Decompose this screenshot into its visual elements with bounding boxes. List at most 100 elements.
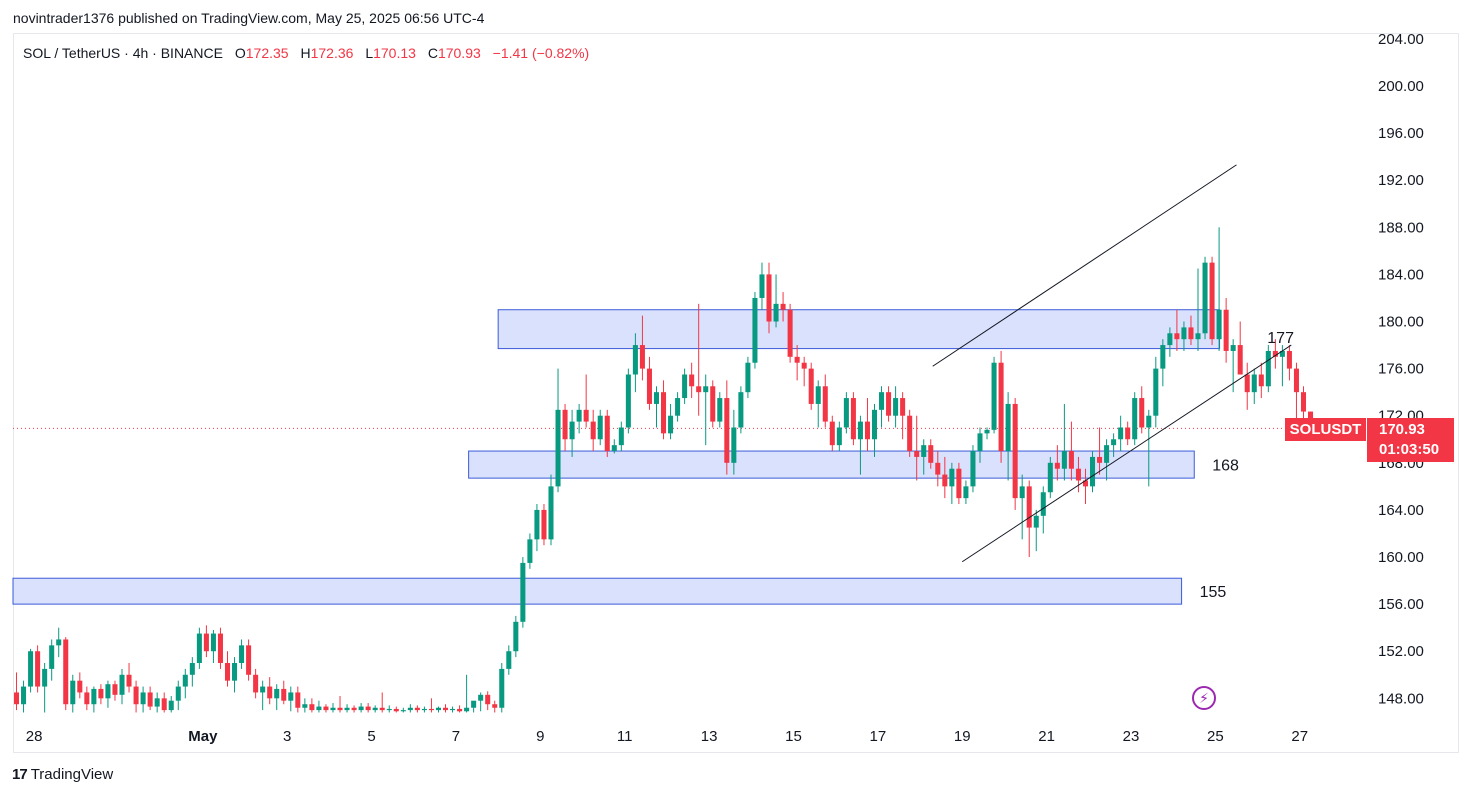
candle[interactable]	[147, 686, 153, 711]
candle[interactable]	[442, 704, 449, 713]
lightning-bolt-icon[interactable]: ⚡	[1192, 686, 1216, 710]
candle[interactable]	[998, 350, 1004, 463]
candle[interactable]	[1265, 345, 1271, 393]
candle[interactable]	[646, 356, 652, 410]
candle[interactable]	[1286, 345, 1292, 381]
candle[interactable]	[98, 684, 104, 705]
candle[interactable]	[822, 374, 828, 428]
candle[interactable]	[358, 703, 364, 713]
candle[interactable]	[1097, 427, 1103, 475]
candle[interactable]	[217, 627, 223, 669]
time-axis[interactable]: 28 May 3 5 7 9 11 13 15 17 19 21 23 25 27	[26, 728, 1308, 745]
candle[interactable]	[210, 630, 216, 664]
candle[interactable]	[274, 684, 280, 711]
candle[interactable]	[576, 403, 582, 434]
candle[interactable]	[70, 674, 76, 713]
candle[interactable]	[421, 706, 427, 713]
candle[interactable]	[717, 392, 723, 428]
candle[interactable]	[675, 392, 681, 422]
candle[interactable]	[520, 557, 526, 628]
candle[interactable]	[1237, 321, 1243, 375]
candle[interactable]	[309, 698, 315, 713]
candle[interactable]	[879, 386, 885, 428]
candle[interactable]	[337, 695, 343, 713]
candle[interactable]	[1026, 480, 1032, 558]
zone-2[interactable]	[12, 577, 1183, 605]
candle[interactable]	[1146, 409, 1152, 487]
candle[interactable]	[850, 392, 856, 446]
candle[interactable]	[168, 695, 174, 713]
candle[interactable]	[260, 680, 266, 711]
candle[interactable]	[625, 368, 631, 434]
candle[interactable]	[1040, 486, 1046, 534]
candle[interactable]	[35, 645, 41, 693]
candle[interactable]	[175, 680, 181, 711]
candle[interactable]	[112, 680, 118, 701]
candle[interactable]	[344, 704, 350, 713]
candle[interactable]	[400, 707, 406, 713]
candle[interactable]	[239, 639, 245, 669]
candle[interactable]	[105, 680, 111, 708]
candle[interactable]	[499, 663, 505, 713]
candle[interactable]	[534, 504, 540, 552]
candle[interactable]	[773, 274, 779, 328]
candle[interactable]	[949, 462, 955, 505]
candle[interactable]	[140, 686, 146, 713]
candle[interactable]	[232, 657, 238, 693]
candle[interactable]	[471, 700, 477, 713]
candle[interactable]	[541, 504, 547, 546]
candle[interactable]	[77, 672, 83, 699]
candle[interactable]	[836, 421, 842, 452]
candle[interactable]	[703, 374, 709, 446]
chart-pane[interactable]	[13, 33, 1459, 753]
candle[interactable]	[871, 403, 878, 457]
candle[interactable]	[478, 692, 484, 712]
candle[interactable]	[281, 680, 287, 705]
candle[interactable]	[618, 421, 624, 452]
candle[interactable]	[126, 663, 132, 693]
candle[interactable]	[49, 639, 55, 681]
candle[interactable]	[1216, 227, 1222, 351]
candle[interactable]	[710, 380, 716, 428]
candle[interactable]	[653, 386, 660, 428]
candle[interactable]	[731, 409, 737, 475]
candle[interactable]	[963, 480, 969, 505]
candle[interactable]	[506, 645, 512, 675]
candle[interactable]	[182, 668, 188, 699]
candle[interactable]	[1068, 421, 1074, 481]
candle[interactable]	[119, 668, 125, 705]
candle[interactable]	[1195, 268, 1201, 351]
candle[interactable]	[794, 345, 800, 381]
candle[interactable]	[1279, 345, 1285, 387]
candle[interactable]	[372, 705, 378, 713]
candle[interactable]	[435, 706, 441, 713]
candle[interactable]	[527, 533, 533, 569]
candle[interactable]	[28, 648, 34, 693]
candle[interactable]	[942, 456, 948, 499]
candle[interactable]	[886, 386, 892, 422]
candle[interactable]	[632, 333, 638, 393]
candle[interactable]	[977, 427, 983, 463]
candle[interactable]	[386, 705, 392, 713]
channel-line-1[interactable]	[961, 344, 1292, 563]
candle[interactable]	[323, 704, 329, 713]
candle[interactable]	[1132, 392, 1138, 446]
candle[interactable]	[893, 386, 899, 428]
candle[interactable]	[569, 409, 575, 457]
candle[interactable]	[1181, 321, 1187, 351]
candle[interactable]	[203, 625, 209, 658]
candle[interactable]	[450, 706, 456, 713]
candle[interactable]	[808, 362, 814, 410]
candle[interactable]	[1188, 315, 1194, 346]
candle[interactable]	[1139, 386, 1145, 434]
candle[interactable]	[935, 451, 941, 487]
candle[interactable]	[1019, 474, 1025, 540]
candle[interactable]	[288, 686, 294, 712]
candle[interactable]	[365, 703, 371, 713]
candle[interactable]	[246, 639, 252, 681]
candle[interactable]	[555, 368, 561, 493]
candle[interactable]	[379, 692, 385, 713]
candle[interactable]	[1005, 392, 1011, 481]
candle[interactable]	[738, 386, 744, 434]
candle[interactable]	[815, 380, 821, 428]
